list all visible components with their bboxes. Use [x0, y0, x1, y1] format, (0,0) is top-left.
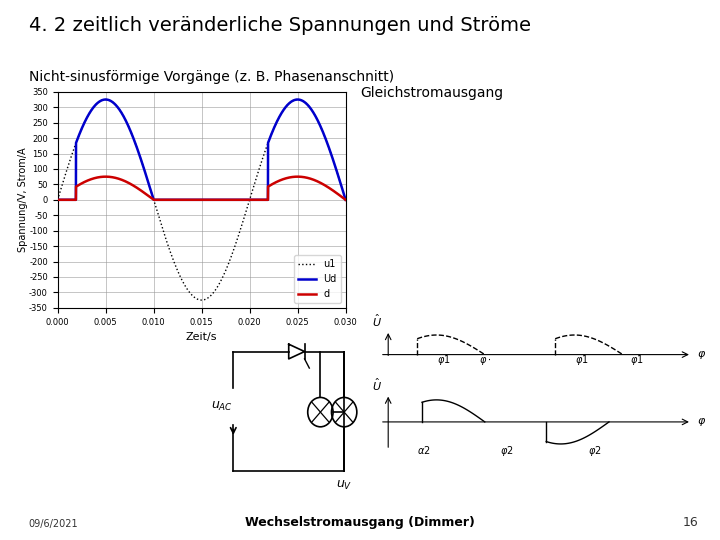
Text: $\varphi 1$: $\varphi 1$ [436, 353, 450, 367]
Text: Nicht-sinusförmige Vorgänge (z. B. Phasenanschnitt): Nicht-sinusförmige Vorgänge (z. B. Phase… [29, 70, 394, 84]
Text: $u_{AC}$: $u_{AC}$ [211, 400, 233, 413]
Text: 16: 16 [683, 516, 698, 529]
Text: $\varphi$: $\varphi$ [697, 349, 706, 361]
Text: $\varphi 1$: $\varphi 1$ [630, 353, 644, 367]
Text: 09/6/2021: 09/6/2021 [29, 519, 78, 529]
Text: $u_V$: $u_V$ [336, 479, 352, 492]
Y-axis label: Spannung/V, Strom/A: Spannung/V, Strom/A [17, 147, 27, 252]
Text: $\varphi\cdot$: $\varphi\cdot$ [479, 355, 491, 367]
Text: $\hat{U}$: $\hat{U}$ [372, 313, 382, 329]
Text: Wechselstromausgang (Dimmer): Wechselstromausgang (Dimmer) [245, 516, 475, 529]
Text: Gleichstromausgang: Gleichstromausgang [360, 86, 503, 100]
Text: $\hat{U}$: $\hat{U}$ [372, 376, 382, 393]
Legend: u1, Ud, d: u1, Ud, d [294, 255, 341, 303]
Text: $\varphi 1$: $\varphi 1$ [575, 353, 588, 367]
X-axis label: Zeit/s: Zeit/s [186, 332, 217, 342]
Text: 4. 2 zeitlich veränderliche Spannungen und Ströme: 4. 2 zeitlich veränderliche Spannungen u… [29, 16, 531, 35]
Text: $\varphi$: $\varphi$ [697, 416, 706, 428]
Text: $\varphi 2$: $\varphi 2$ [588, 444, 602, 458]
Text: $\alpha 2$: $\alpha 2$ [418, 444, 431, 456]
Text: $\varphi 2$: $\varphi 2$ [500, 444, 513, 458]
